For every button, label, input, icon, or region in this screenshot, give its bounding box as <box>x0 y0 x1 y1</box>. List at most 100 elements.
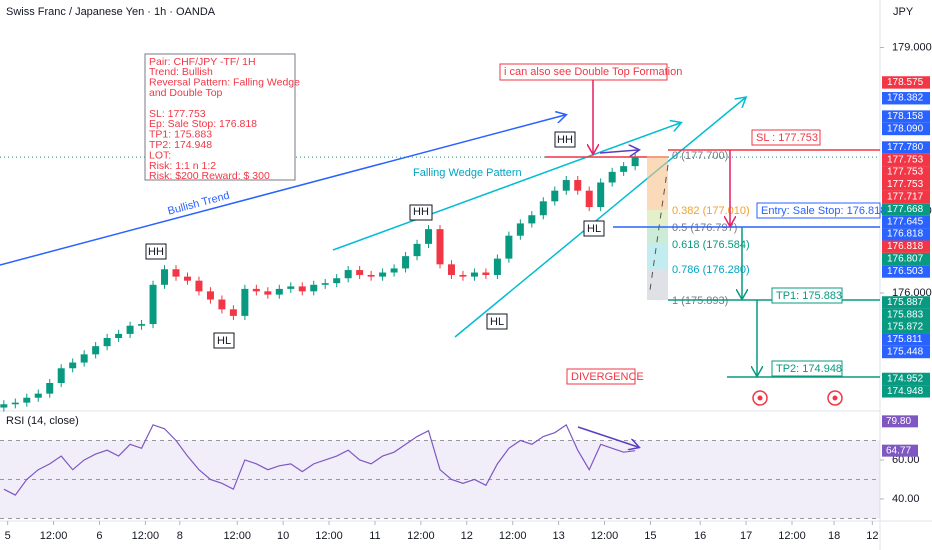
price-label-box <box>882 308 930 322</box>
fib-level: 0.618 (176.584) <box>672 239 750 251</box>
price-label: 174.948 <box>887 386 924 397</box>
hl: HL <box>587 223 601 235</box>
fib-level: 0.5 (176.797) <box>672 222 737 234</box>
candle-body <box>413 243 421 257</box>
price-label-box <box>882 203 930 216</box>
tp2-label: TP2: 174.948 <box>776 363 842 375</box>
price-label: 175.872 <box>887 322 924 333</box>
price-label: 176.503 <box>887 266 924 277</box>
wedge-label: Falling Wedge Pattern <box>413 167 522 179</box>
x-tick-label: 16 <box>694 530 706 542</box>
info-line: Reversal Pattern: Falling Wedge <box>149 77 300 89</box>
hl: HL <box>217 335 231 347</box>
info-line: TP1: 175.883 <box>149 129 212 141</box>
divergence-box <box>566 368 636 385</box>
candle-body <box>562 180 570 191</box>
y-tick-label: 60.00 <box>892 454 920 466</box>
fib-band <box>647 244 668 269</box>
info-line: SL: 177.753 <box>149 108 206 120</box>
x-tick-label: 12:00 <box>40 530 68 542</box>
candle-body <box>126 325 134 334</box>
price-label: 174.952 <box>887 373 924 384</box>
chart-title: Swiss Franc / Japanese Yen · 1h · OANDA <box>6 6 216 18</box>
candle-body <box>321 283 329 285</box>
target-icon <box>827 390 843 406</box>
fib-level: 0.382 (177.010) <box>672 205 750 217</box>
price-label: 175.448 <box>887 346 924 357</box>
hl-box <box>213 332 235 349</box>
candle-body <box>149 284 157 325</box>
rsi-title: RSI (14, close) <box>6 415 79 427</box>
fib-level: 0.786 (176.280) <box>672 264 750 276</box>
price-label-box <box>882 178 930 191</box>
info-line: TP2: 174.948 <box>149 139 212 151</box>
tp1-label: TP1: 175.883 <box>776 290 842 302</box>
candle-body <box>206 291 214 300</box>
price-label-box <box>882 252 930 266</box>
candle-body <box>425 229 433 244</box>
divergence: DIVERGENCE <box>571 371 644 383</box>
price-label: 175.887 <box>887 297 924 308</box>
fib-band <box>647 269 668 300</box>
price-label-box <box>882 321 930 334</box>
hl-box <box>486 313 508 330</box>
price-label: 178.158 <box>887 111 924 122</box>
candle-body <box>172 269 180 277</box>
candle-body <box>505 235 513 259</box>
price-label: 175.883 <box>887 309 924 320</box>
x-tick-label: 12:00 <box>499 530 527 542</box>
x-tick-label: 12 <box>866 530 878 542</box>
arrow <box>577 426 638 447</box>
candle-body <box>402 256 410 269</box>
y-tick-label: 176.000 <box>892 287 932 299</box>
candle-body <box>11 402 19 405</box>
price-label-box <box>882 122 930 136</box>
price-label: 177.753 <box>887 167 924 178</box>
price-label-box <box>882 228 930 241</box>
price-label-box <box>882 76 930 89</box>
price-label: 177.717 <box>887 192 924 203</box>
wedge-line <box>332 123 680 251</box>
x-tick-label: 12:00 <box>223 530 251 542</box>
info-box <box>144 53 296 181</box>
candle-body <box>310 284 318 292</box>
y-tick-label: 40.00 <box>892 493 920 505</box>
x-tick-label: 12:00 <box>407 530 435 542</box>
price-label: 177.645 <box>887 216 924 227</box>
candle-body <box>23 397 31 403</box>
arrow <box>599 150 638 153</box>
hh: HH <box>413 206 429 218</box>
hl-box <box>583 220 605 237</box>
candle-body <box>459 274 467 277</box>
candle-body <box>138 324 146 326</box>
price-label: 178.090 <box>887 123 924 134</box>
candle-body <box>229 309 237 316</box>
candle-body <box>539 201 547 216</box>
x-tick-label: 18 <box>828 530 840 542</box>
hl: HL <box>490 316 504 328</box>
price-label-box <box>882 333 930 346</box>
tp2-box <box>771 360 843 377</box>
price-label: 178.382 <box>887 93 924 104</box>
candle-body <box>195 280 203 292</box>
target-icon <box>757 395 763 401</box>
x-tick-label: 12:00 <box>315 530 343 542</box>
candle-body <box>367 274 375 277</box>
price-label-box <box>882 166 930 179</box>
price-label: 177.753 <box>887 179 924 190</box>
candle-body <box>92 346 100 355</box>
x-tick-label: 12:00 <box>778 530 806 542</box>
x-tick-label: 8 <box>177 530 183 542</box>
target-icon <box>752 390 768 406</box>
annotation-box <box>499 63 668 81</box>
hh-box <box>554 131 576 148</box>
candle-body <box>80 354 88 363</box>
x-tick-label: 12:00 <box>591 530 619 542</box>
x-tick-label: 12:00 <box>132 530 160 542</box>
candle-body <box>333 278 341 284</box>
x-tick-label: 15 <box>644 530 656 542</box>
candle-body <box>585 190 593 208</box>
tp1-box <box>771 287 843 304</box>
candle-body <box>379 272 387 277</box>
rsi-label: 64.77 <box>886 445 911 456</box>
